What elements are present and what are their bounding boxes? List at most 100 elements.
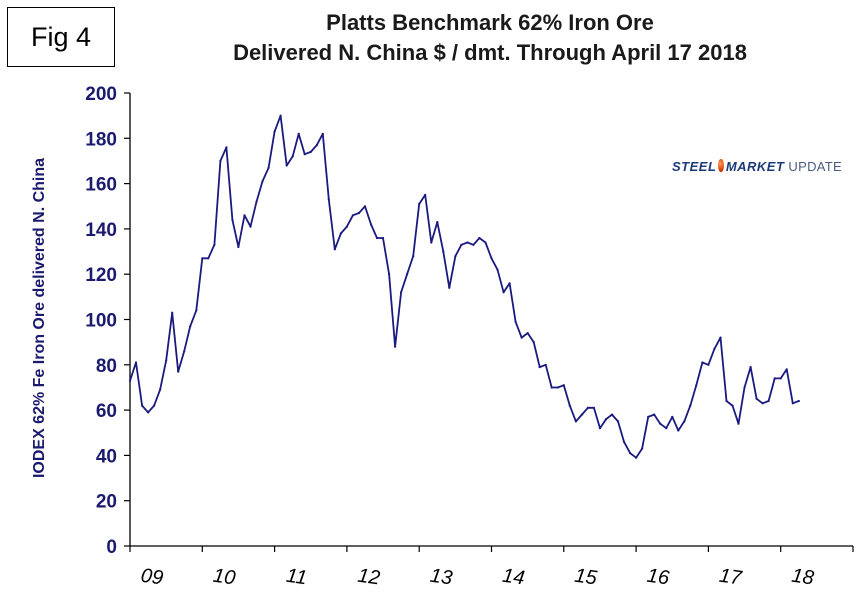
data-point — [442, 250, 445, 253]
data-point — [544, 363, 547, 366]
logo-text-market: MARKET — [725, 158, 785, 174]
data-point — [598, 427, 602, 430]
chart-title-line-2: Delivered N. China $ / dmt. Through Apri… — [233, 40, 747, 65]
data-point — [532, 341, 535, 344]
data-point — [749, 366, 752, 369]
data-point — [243, 214, 246, 217]
data-point — [550, 386, 553, 389]
series-line — [129, 114, 800, 459]
data-point — [659, 422, 662, 425]
data-point — [183, 350, 186, 353]
data-point — [436, 221, 439, 224]
data-point — [629, 452, 632, 455]
x-tick-label: 17 — [718, 565, 744, 590]
data-point — [357, 211, 361, 215]
y-tick-label: 20 — [96, 492, 117, 513]
data-point — [731, 404, 734, 407]
data-point — [677, 429, 680, 432]
data-point — [502, 291, 505, 294]
data-point — [297, 132, 300, 135]
data-point — [508, 282, 511, 285]
chart-axes — [129, 93, 853, 547]
y-tick-label: 120 — [85, 265, 117, 286]
data-point — [345, 225, 348, 228]
data-point — [779, 377, 782, 380]
data-point — [333, 248, 336, 251]
data-point — [255, 200, 258, 203]
data-point — [406, 273, 409, 276]
data-point — [568, 404, 571, 407]
data-point — [430, 241, 433, 244]
data-point — [653, 413, 656, 416]
data-point — [556, 386, 559, 389]
data-point — [755, 397, 758, 400]
data-point — [381, 236, 385, 240]
data-point — [695, 384, 698, 387]
x-tick-label: 09 — [139, 565, 164, 590]
data-point — [604, 418, 608, 421]
data-point — [448, 286, 451, 289]
data-point — [610, 413, 614, 416]
x-tick-label: 15 — [573, 565, 599, 590]
data-point — [725, 399, 728, 403]
data-point — [375, 236, 379, 240]
data-point — [279, 114, 282, 117]
data-point — [496, 268, 499, 271]
data-point — [580, 413, 584, 416]
data-point — [472, 243, 475, 246]
data-point — [369, 223, 373, 226]
y-tick-label: 0 — [106, 537, 117, 558]
data-point — [574, 420, 578, 423]
y-tick-label: 160 — [85, 175, 117, 196]
data-point — [514, 320, 517, 323]
data-point — [339, 232, 342, 235]
logo-text-update: UPDATE — [788, 158, 842, 174]
data-point — [466, 241, 469, 244]
data-point — [791, 402, 794, 405]
data-point — [213, 243, 216, 246]
data-point — [460, 243, 463, 246]
data-point — [249, 225, 252, 228]
data-point — [394, 345, 397, 348]
data-point — [797, 399, 800, 403]
data-point — [761, 402, 764, 405]
data-point — [128, 379, 132, 382]
data-point — [767, 399, 770, 403]
data-point — [701, 361, 704, 364]
data-point — [490, 257, 493, 260]
data-point — [526, 332, 529, 335]
data-point — [207, 257, 210, 260]
y-tick-label: 60 — [96, 401, 117, 422]
data-point — [321, 132, 324, 135]
x-tick-label: 12 — [356, 565, 381, 590]
data-point — [201, 257, 204, 260]
data-point — [454, 255, 457, 258]
data-point — [737, 422, 740, 425]
data-point — [635, 456, 638, 459]
y-tick-label: 200 — [85, 84, 117, 105]
x-tick-label: 16 — [646, 565, 672, 590]
data-point — [671, 415, 674, 418]
data-point — [159, 388, 162, 391]
logo-globe-icon — [718, 158, 724, 172]
data-point — [363, 205, 367, 208]
data-point — [153, 404, 156, 407]
data-point — [315, 144, 318, 147]
chart-title-line-1: Platts Benchmark 62% Iron Ore — [326, 10, 654, 35]
data-point — [351, 214, 354, 217]
data-point — [707, 363, 710, 366]
data-point — [478, 236, 481, 240]
data-point — [647, 415, 650, 418]
data-point — [586, 406, 590, 409]
data-point — [616, 420, 620, 423]
y-tick-label: 100 — [85, 311, 117, 332]
data-point — [303, 153, 306, 156]
data-point — [719, 336, 722, 339]
data-point — [400, 291, 403, 294]
data-point — [484, 241, 487, 244]
data-point — [267, 166, 270, 169]
data-point — [237, 245, 240, 249]
data-point — [520, 336, 523, 339]
y-axis-label: IODEX 62% Fe Iron Ore delivered N. China — [31, 158, 48, 478]
